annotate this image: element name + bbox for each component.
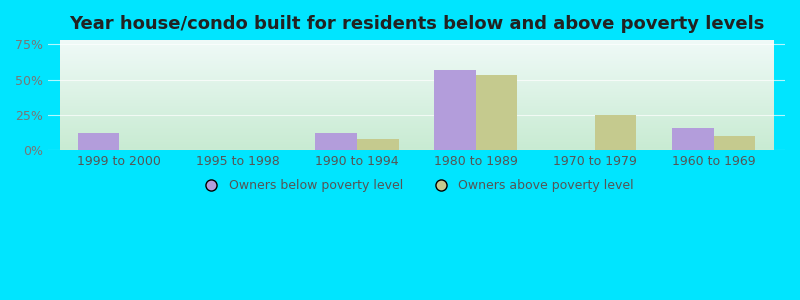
Bar [315,134,357,150]
Bar [476,76,518,150]
Bar [672,128,714,150]
Bar [78,134,119,150]
Bar [714,136,755,150]
Bar [434,70,476,150]
Bar [594,115,636,150]
Title: Year house/condo built for residents below and above poverty levels: Year house/condo built for residents bel… [69,15,764,33]
Bar [357,139,398,150]
Legend: Owners below poverty level, Owners above poverty level: Owners below poverty level, Owners above… [194,174,639,197]
